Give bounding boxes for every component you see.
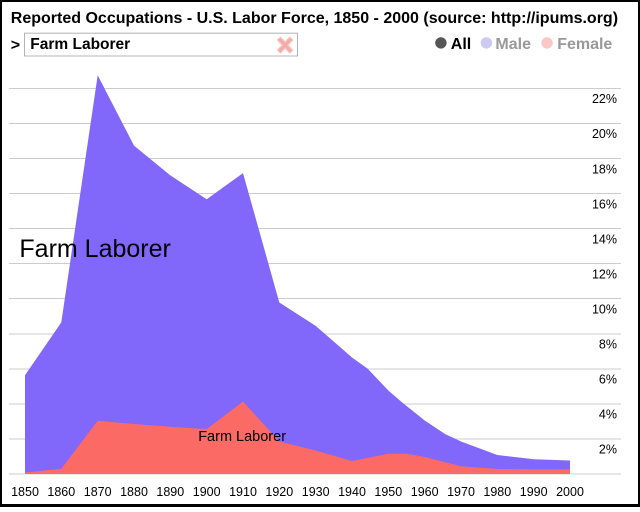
svg-text:10%: 10% <box>592 303 617 317</box>
svg-text:Farm Laborer: Farm Laborer <box>198 429 286 445</box>
svg-text:22%: 22% <box>592 92 617 106</box>
svg-text:6%: 6% <box>599 373 617 387</box>
svg-text:1950: 1950 <box>374 485 402 499</box>
svg-text:1930: 1930 <box>302 485 330 499</box>
svg-text:18%: 18% <box>592 162 617 176</box>
svg-text:1880: 1880 <box>120 485 148 499</box>
svg-text:8%: 8% <box>599 338 617 352</box>
svg-text:2000: 2000 <box>556 485 584 499</box>
svg-text:Farm Laborer: Farm Laborer <box>19 235 170 263</box>
svg-text:2%: 2% <box>599 443 617 457</box>
svg-text:1960: 1960 <box>411 485 439 499</box>
svg-text:1860: 1860 <box>47 485 75 499</box>
svg-text:1940: 1940 <box>338 485 366 499</box>
svg-text:12%: 12% <box>592 267 617 281</box>
svg-text:1980: 1980 <box>483 485 511 499</box>
svg-text:1900: 1900 <box>193 485 221 499</box>
svg-text:Reported Occupations - U.S. La: Reported Occupations - U.S. Labor Force,… <box>11 10 618 27</box>
svg-text:4%: 4% <box>599 408 617 422</box>
svg-text:1920: 1920 <box>265 485 293 499</box>
svg-text:1910: 1910 <box>229 485 257 499</box>
svg-text:1970: 1970 <box>447 485 475 499</box>
svg-text:1990: 1990 <box>520 485 548 499</box>
svg-text:All: All <box>451 36 471 53</box>
svg-text:1850: 1850 <box>11 485 39 499</box>
svg-text:1890: 1890 <box>156 485 184 499</box>
svg-text:Male: Male <box>495 36 531 53</box>
svg-text:Female: Female <box>557 36 612 53</box>
svg-text:14%: 14% <box>592 232 617 246</box>
svg-text:1870: 1870 <box>84 485 112 499</box>
svg-text:>: > <box>11 37 20 54</box>
svg-text:Farm Laborer: Farm Laborer <box>30 36 130 53</box>
svg-text:20%: 20% <box>592 127 617 141</box>
svg-text:16%: 16% <box>592 197 617 211</box>
